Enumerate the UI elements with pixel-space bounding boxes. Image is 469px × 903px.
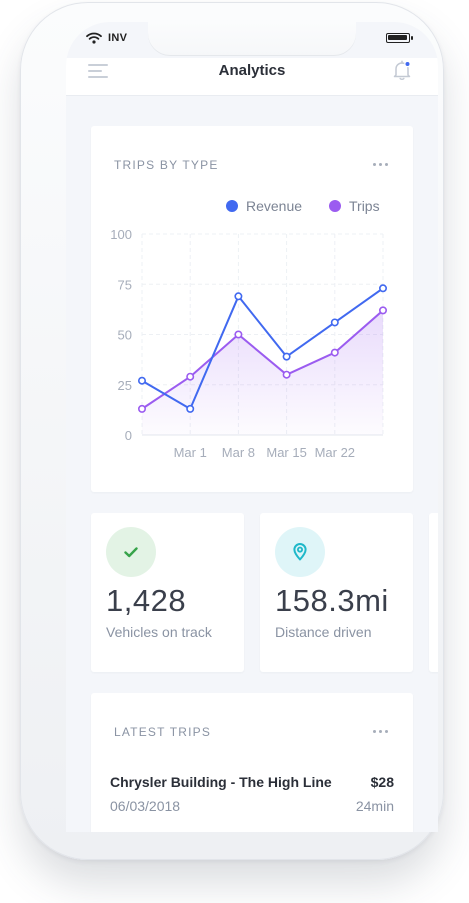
app-screen: INV Analytics TRIPS BY TYPE Re bbox=[66, 22, 438, 832]
latest-trips-title: LATEST TRIPS bbox=[114, 725, 212, 739]
trip-duration: 24min bbox=[355, 798, 394, 814]
check-icon bbox=[124, 547, 138, 558]
more-horizontal-icon[interactable] bbox=[373, 162, 391, 168]
y-tick-label: 75 bbox=[118, 277, 132, 292]
data-point-trips bbox=[378, 306, 387, 315]
trip-price: $28 bbox=[370, 774, 394, 790]
legend-label-revenue: Revenue bbox=[246, 198, 303, 214]
data-point-trips bbox=[282, 370, 291, 379]
stat-value: 1,428 bbox=[106, 583, 187, 618]
x-tick-label: Mar 22 bbox=[315, 445, 355, 460]
data-point-trips bbox=[234, 330, 243, 339]
legend-label-trips: Trips bbox=[349, 198, 380, 214]
data-point-trips bbox=[137, 404, 146, 413]
map-pin-icon bbox=[293, 543, 307, 561]
stat-card-next-peek bbox=[429, 513, 438, 672]
x-tick-label: Mar 1 bbox=[174, 445, 207, 460]
battery-level bbox=[388, 35, 407, 40]
stat-card-distance: 158.3mi Distance driven bbox=[260, 513, 413, 672]
data-point-revenue bbox=[282, 352, 291, 361]
y-tick-label: 0 bbox=[125, 428, 132, 443]
device-notch bbox=[148, 22, 356, 56]
page-title: Analytics bbox=[218, 62, 286, 79]
x-tick-label: Mar 8 bbox=[222, 445, 255, 460]
series-line-trips bbox=[141, 309, 384, 410]
status-bar: INV bbox=[66, 22, 438, 58]
notification-dot bbox=[404, 60, 411, 68]
trips-by-type-card: TRIPS BY TYPE Revenue Trips 0 25 50 75 100 Ma… bbox=[91, 126, 413, 492]
trip-date: 06/03/2018 bbox=[110, 798, 181, 814]
stat-icon-circle bbox=[106, 527, 156, 577]
y-tick-label: 100 bbox=[110, 227, 132, 242]
more-horizontal-icon[interactable] bbox=[373, 729, 391, 735]
legend-dot-revenue bbox=[226, 200, 238, 212]
data-point-revenue bbox=[378, 284, 387, 293]
trips-line-chart: 0 25 50 75 100 Mar 1 Mar 8 Mar 15 Mar 22 bbox=[110, 227, 387, 460]
series-line-revenue bbox=[141, 287, 384, 410]
legend-dot-trips bbox=[329, 200, 341, 212]
bell-icon[interactable] bbox=[390, 58, 414, 82]
chart-card-title: TRIPS BY TYPE bbox=[114, 158, 219, 172]
data-point-revenue bbox=[234, 292, 243, 301]
wifi-icon bbox=[86, 32, 102, 44]
data-point-revenue bbox=[137, 376, 146, 385]
menu-icon[interactable] bbox=[88, 64, 108, 80]
battery-icon bbox=[386, 33, 413, 43]
stat-value: 158.3mi bbox=[275, 583, 389, 618]
phone-frame: INV Analytics TRIPS BY TYPE Re bbox=[20, 2, 444, 860]
x-tick-label: Mar 15 bbox=[266, 445, 306, 460]
y-tick-label: 50 bbox=[118, 328, 132, 343]
series-area-trips bbox=[142, 310, 383, 435]
stat-card-vehicles: 1,428 Vehicles on track bbox=[91, 513, 244, 672]
carrier-label: INV bbox=[108, 32, 128, 44]
data-point-trips bbox=[330, 348, 339, 357]
y-tick-label: 25 bbox=[118, 378, 132, 393]
trip-route: Chrysler Building - The High Line bbox=[110, 774, 332, 790]
app-header: Analytics bbox=[66, 58, 438, 96]
stat-icon-circle bbox=[275, 527, 325, 577]
stat-label: Vehicles on track bbox=[106, 624, 212, 640]
data-point-revenue bbox=[186, 404, 195, 413]
latest-trips-card: LATEST TRIPS Chrysler Building - The Hig… bbox=[91, 693, 413, 832]
stat-label: Distance driven bbox=[275, 624, 372, 640]
data-point-trips bbox=[186, 372, 195, 381]
data-point-revenue bbox=[330, 318, 339, 327]
